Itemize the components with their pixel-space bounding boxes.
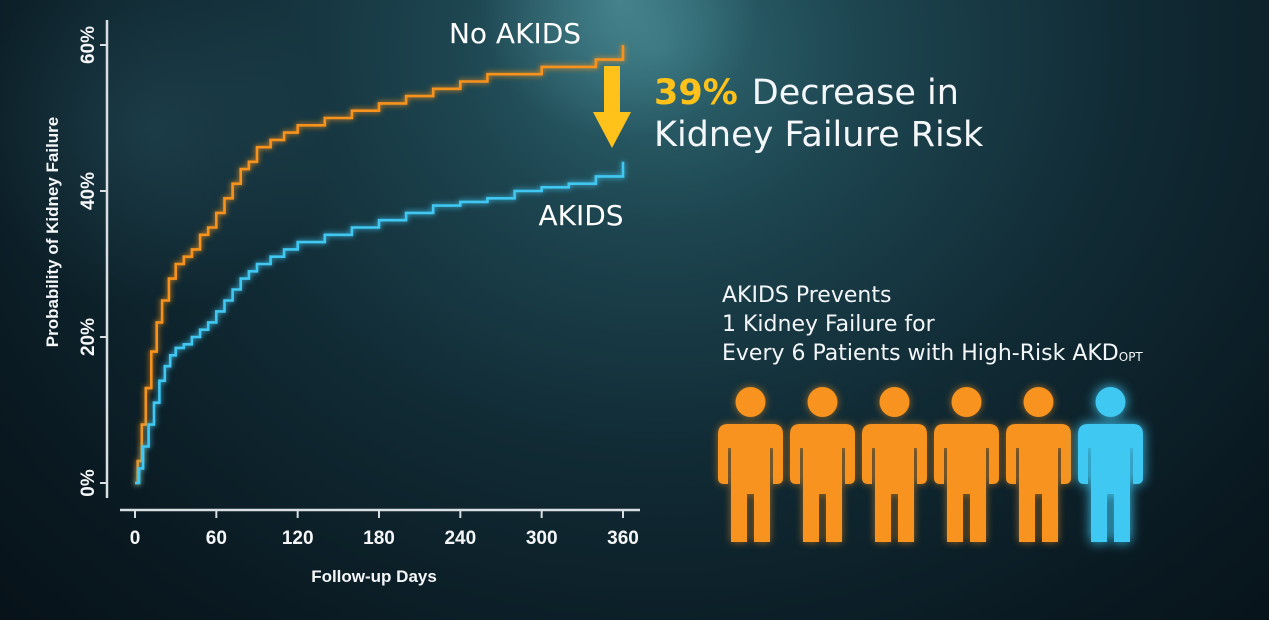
- person-icon: [790, 387, 855, 542]
- person-icon: [934, 387, 999, 542]
- person-icon: [1078, 387, 1143, 542]
- x-tick-label: 240: [444, 528, 476, 549]
- chart-labels: 0 60 120 180 240 300 360 0% 20% 40% 60% Follow-up D…: [43, 17, 639, 586]
- y-tick-label: 20%: [78, 318, 99, 356]
- x-tick-label: 60: [206, 528, 227, 549]
- person-icon: [862, 387, 927, 542]
- decrease-percent: 39%: [654, 73, 738, 113]
- chart-series: [135, 45, 625, 485]
- akids-curve: [135, 161, 625, 485]
- no-akids-label: No AKIDS: [449, 17, 581, 50]
- prevents-line-3: Every 6 Patients with High-Risk AKDOPT: [722, 339, 1143, 372]
- prevention-statement: AKIDS Prevents 1 Kidney Failure for Ever…: [722, 281, 1143, 372]
- x-tick-label: 0: [130, 528, 141, 549]
- y-tick-label: 40%: [78, 172, 99, 210]
- no-akids-curve: [135, 45, 625, 485]
- patient-icons-row: [718, 386, 1148, 546]
- decrease-subject: Kidney Failure Risk: [654, 115, 984, 155]
- prevents-line-2: 1 Kidney Failure for: [722, 312, 935, 337]
- x-axis-title: Follow-up Days: [311, 567, 437, 586]
- y-tick-label: 0%: [78, 469, 99, 497]
- person-icon: [718, 387, 783, 542]
- decrease-text: Decrease in: [751, 73, 959, 113]
- y-tick-label: 60%: [78, 26, 99, 64]
- x-tick-label: 180: [363, 528, 395, 549]
- prevents-line-3-text: Every 6 Patients with High-Risk AKD: [722, 341, 1119, 366]
- akids-label: AKIDS: [538, 199, 623, 232]
- down-arrow-icon: [593, 66, 631, 148]
- x-tick-label: 360: [607, 528, 639, 549]
- x-tick-label: 300: [526, 528, 558, 549]
- chart-axes: [100, 20, 640, 518]
- prevents-line-3-subscript: OPT: [1118, 350, 1143, 364]
- person-icon: [1006, 387, 1071, 542]
- decrease-headline: 39% Decrease in Kidney Failure Risk: [654, 72, 983, 156]
- y-axis-title: Probability of Kidney Failure: [43, 117, 62, 347]
- prevents-line-1: AKIDS Prevents: [722, 283, 892, 308]
- x-tick-label: 120: [282, 528, 314, 549]
